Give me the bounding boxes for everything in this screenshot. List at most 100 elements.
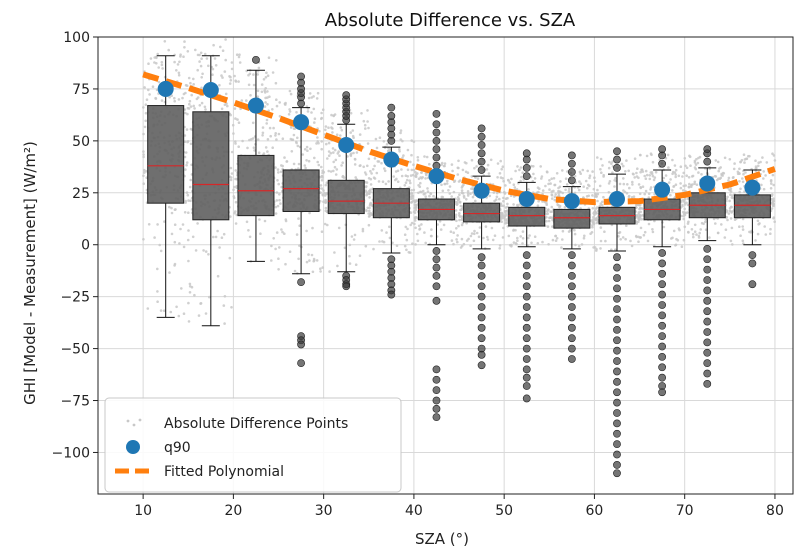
absolute-difference-point bbox=[489, 158, 493, 162]
x-axis-label: SZA (°) bbox=[415, 530, 469, 548]
absolute-difference-point bbox=[202, 249, 205, 252]
absolute-difference-point bbox=[369, 169, 372, 173]
absolute-difference-point bbox=[327, 154, 331, 157]
absolute-difference-point bbox=[596, 188, 599, 192]
absolute-difference-point bbox=[233, 107, 237, 110]
absolute-difference-point bbox=[223, 322, 226, 325]
absolute-difference-point bbox=[313, 121, 316, 124]
absolute-difference-point bbox=[265, 118, 269, 122]
absolute-difference-point bbox=[293, 269, 297, 273]
absolute-difference-point bbox=[462, 196, 466, 199]
absolute-difference-point bbox=[256, 73, 260, 76]
absolute-difference-point bbox=[353, 233, 357, 237]
absolute-difference-point bbox=[160, 99, 164, 102]
absolute-difference-point bbox=[607, 182, 611, 185]
absolute-difference-point bbox=[184, 201, 187, 204]
absolute-difference-point bbox=[559, 180, 562, 183]
absolute-difference-point bbox=[455, 227, 458, 230]
absolute-difference-point bbox=[191, 235, 195, 239]
absolute-difference-point bbox=[188, 285, 192, 288]
absolute-difference-point bbox=[298, 244, 301, 247]
absolute-difference-point bbox=[626, 183, 629, 186]
outlier-point bbox=[613, 367, 621, 376]
absolute-difference-point bbox=[260, 90, 264, 94]
absolute-difference-point bbox=[712, 217, 716, 221]
absolute-difference-point bbox=[428, 162, 431, 166]
absolute-difference-point bbox=[145, 170, 148, 173]
outlier-point bbox=[432, 296, 441, 305]
absolute-difference-point bbox=[413, 211, 417, 215]
absolute-difference-point bbox=[233, 74, 236, 78]
absolute-difference-point bbox=[771, 199, 775, 203]
absolute-difference-point bbox=[412, 168, 416, 172]
absolute-difference-point bbox=[197, 314, 201, 317]
absolute-difference-point bbox=[160, 63, 164, 67]
absolute-difference-point bbox=[681, 175, 684, 178]
absolute-difference-point bbox=[312, 257, 316, 261]
absolute-difference-point bbox=[490, 226, 494, 230]
absolute-difference-point bbox=[440, 161, 444, 165]
absolute-difference-point bbox=[322, 170, 326, 174]
absolute-difference-point bbox=[764, 174, 767, 177]
box bbox=[327, 179, 365, 215]
outlier-point bbox=[567, 344, 576, 353]
absolute-difference-point bbox=[416, 232, 419, 236]
absolute-difference-point bbox=[680, 245, 684, 248]
absolute-difference-point bbox=[187, 211, 190, 214]
absolute-difference-point bbox=[396, 169, 400, 173]
q90-point bbox=[563, 193, 580, 210]
absolute-difference-point bbox=[277, 132, 281, 136]
absolute-difference-point bbox=[403, 184, 407, 187]
absolute-difference-point bbox=[683, 207, 686, 211]
absolute-difference-point bbox=[412, 163, 415, 166]
absolute-difference-point bbox=[237, 145, 240, 148]
outlier-point bbox=[522, 334, 531, 343]
absolute-difference-point bbox=[610, 162, 613, 165]
absolute-difference-point bbox=[681, 198, 685, 202]
absolute-difference-point bbox=[277, 268, 280, 271]
absolute-difference-point bbox=[714, 222, 717, 225]
absolute-difference-point bbox=[762, 170, 765, 173]
absolute-difference-point bbox=[756, 219, 760, 223]
absolute-difference-point bbox=[186, 140, 189, 144]
absolute-difference-point bbox=[742, 172, 745, 176]
outlier-point bbox=[613, 263, 621, 272]
absolute-difference-point bbox=[460, 189, 464, 192]
absolute-difference-point bbox=[183, 40, 186, 43]
absolute-difference-point bbox=[516, 203, 519, 207]
absolute-difference-point bbox=[322, 189, 325, 192]
absolute-difference-point bbox=[693, 180, 697, 184]
absolute-difference-point bbox=[771, 204, 775, 207]
absolute-difference-point bbox=[486, 163, 490, 167]
absolute-difference-point bbox=[638, 192, 642, 196]
absolute-difference-point bbox=[142, 238, 145, 241]
absolute-difference-point bbox=[591, 170, 594, 173]
absolute-difference-point bbox=[320, 230, 324, 233]
absolute-difference-point bbox=[276, 204, 280, 208]
absolute-difference-point bbox=[262, 152, 266, 155]
absolute-difference-point bbox=[362, 165, 366, 169]
absolute-difference-point bbox=[153, 56, 156, 59]
absolute-difference-point bbox=[526, 244, 530, 247]
absolute-difference-point bbox=[498, 197, 501, 201]
absolute-difference-point bbox=[443, 182, 447, 186]
absolute-difference-point bbox=[622, 177, 625, 180]
outlier-point bbox=[477, 313, 486, 322]
absolute-difference-point bbox=[596, 199, 599, 203]
absolute-difference-point bbox=[456, 198, 460, 201]
absolute-difference-point bbox=[303, 164, 307, 167]
absolute-difference-point bbox=[415, 199, 419, 202]
absolute-difference-point bbox=[292, 162, 296, 166]
absolute-difference-point bbox=[527, 236, 530, 240]
absolute-difference-point bbox=[459, 208, 462, 212]
absolute-difference-point bbox=[695, 183, 699, 186]
absolute-difference-point bbox=[770, 194, 774, 198]
y-tick-label: 0 bbox=[81, 238, 90, 254]
absolute-difference-point bbox=[283, 156, 286, 159]
absolute-difference-point bbox=[470, 158, 474, 162]
absolute-difference-point bbox=[281, 230, 284, 234]
absolute-difference-point bbox=[545, 216, 548, 219]
absolute-difference-point bbox=[637, 240, 640, 243]
absolute-difference-point bbox=[275, 138, 278, 141]
absolute-difference-point bbox=[388, 225, 391, 229]
